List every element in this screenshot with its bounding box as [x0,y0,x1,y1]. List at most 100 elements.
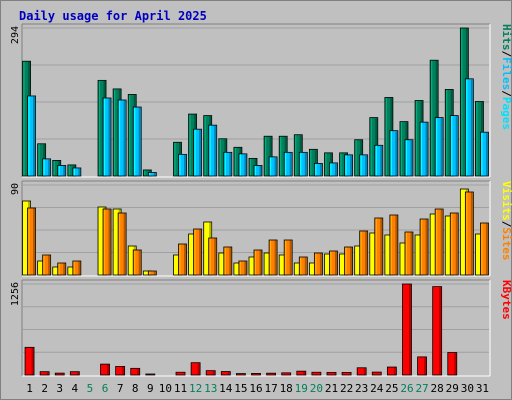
bar-shade [137,368,140,375]
bar-highlight [144,271,146,275]
bar-sites-day-18 [283,239,293,276]
bar-highlight [451,213,453,275]
bar-files-day-1 [27,95,36,177]
bar-highlight [370,233,372,275]
x-tick-label-day-14: 14 [219,382,233,395]
bar-body [193,128,203,177]
bar-sites-day-20 [313,252,323,276]
bar-highlight [461,28,463,176]
bar-body [130,367,141,376]
legend-item-kbytes: KBytes [500,280,512,320]
bar-shade [229,247,232,275]
bar-highlight [476,101,478,176]
bar-shade [425,122,428,176]
bar-kbytes-day-4 [69,371,80,376]
bar-highlight [330,251,332,275]
bar-kbytes-day-27 [417,356,427,376]
bar-shade [314,149,317,176]
bar-shade [410,232,413,275]
bar-shade [350,155,353,176]
bar-shade [455,213,458,275]
bar-shade [485,132,488,176]
bar-body [298,256,308,276]
bar-hits-day-17 [263,135,273,177]
bar-highlight [219,139,221,176]
bar-shade [303,371,306,375]
bar-body [24,346,35,376]
bar-highlight [98,207,101,275]
x-tick-label-day-25: 25 [385,382,398,395]
bar-sites-day-9 [147,270,157,276]
bar-body [480,131,489,177]
bar-highlight [254,250,257,275]
bar-sites-day-2 [42,254,52,276]
bar-body [389,130,399,177]
bar-highlight [239,261,242,275]
bar-kbytes-day-13 [205,370,216,376]
bar-shade [455,116,458,176]
bar-sites-day-13 [208,237,218,276]
panel-hits-files-pages: 294 Hits/Files/Pages [10,23,512,178]
bar-highlight [476,234,478,275]
bar-highlight [73,168,75,176]
bar-highlight [103,209,106,275]
bar-highlight [58,263,60,275]
bar-body [208,124,218,177]
bar-body [283,151,293,177]
bar-highlight [315,253,317,275]
bar-highlight [340,153,342,176]
x-tick-label-day-19: 19 [295,382,308,395]
bar-kbytes-day-17 [266,372,276,376]
bar-body [236,373,246,376]
bar-body [102,97,112,177]
bar-shade [108,209,111,275]
bar-highlight [103,98,106,176]
x-tick-label-day-2: 2 [41,382,48,395]
bar-shade [227,372,230,375]
bar-body [27,207,36,276]
bar-body [145,373,156,376]
bar-body [326,371,337,376]
bar-files-day-11 [178,153,187,177]
bar-body [132,106,142,177]
bar-body [54,372,65,376]
bar-highlight [71,372,73,375]
bar-highlight [23,61,25,176]
bar-highlight [118,100,121,176]
bar-shade [380,218,383,275]
bar-highlight [345,247,347,275]
bar-highlight [390,131,392,176]
bar-shade [380,145,383,176]
bar-highlight [224,247,226,275]
bar-sites-day-8 [132,249,142,276]
bar-files-day-26 [404,139,414,177]
bar-highlight [269,157,272,176]
bar-highlight [269,240,272,275]
bar-body [117,212,127,276]
bar-highlight [98,80,101,176]
x-tick-label-day-11: 11 [174,382,187,395]
bar-highlight [295,263,297,275]
bar-shade [319,253,322,275]
bar-highlight [297,371,299,375]
bar-highlight [403,284,405,375]
bar-highlight [300,257,302,275]
bar-highlight [385,235,387,275]
bar-highlight [315,163,317,176]
bar-highlight [222,372,224,375]
y-axis-max-label: 1256 [10,282,21,306]
bar-highlight [385,97,387,176]
bar-kbytes-day-14 [220,371,231,376]
legend-text: Hits/Files/Pages [500,24,512,130]
bar-highlight [345,155,347,176]
bar-body [253,165,263,177]
bar-shade [108,98,111,176]
bar-kbytes-day-25 [386,366,397,376]
bar-body [359,230,369,276]
legend-item-hits: Hits [500,24,512,51]
bar-highlight [418,357,420,375]
bar-highlight [325,254,327,275]
x-tick-label-day-9: 9 [147,382,154,395]
bar-highlight [207,371,209,375]
bar-body [434,208,444,276]
